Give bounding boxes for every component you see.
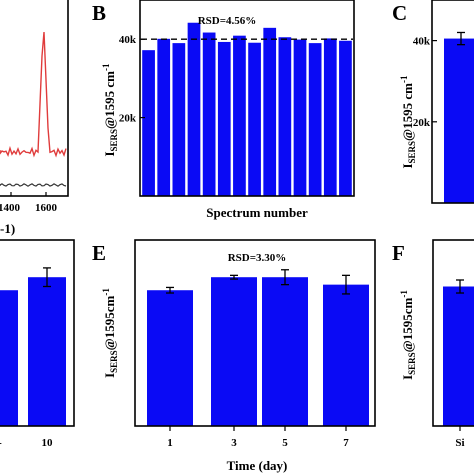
panel-c-partial: C ISERS@1595 cm-1 20k 40k [392, 0, 474, 204]
panel-e-xtick-label-3: 3 [231, 437, 237, 449]
panel-c-ytick-label-40k: 40k [413, 36, 431, 48]
panel-f-frame [432, 239, 474, 427]
panel-e: E ISERS@1595cm-1 RSD=3.30% 1 3 5 7 Time (da… [92, 239, 376, 473]
panel-a-xlabel-fragment: -1) [0, 221, 15, 236]
panel-b-bar-11 [293, 39, 307, 197]
panel-f-letter: F [392, 241, 405, 265]
panel-f-ylabel-main: I [400, 375, 415, 380]
panel-e-ylabel-main: I [102, 373, 117, 378]
panel-f-xticks: Si [455, 426, 465, 449]
panel-b-ytick-label-40k: 40k [119, 34, 137, 46]
panel-d-bar-2 [28, 277, 66, 426]
panel-b-bar-5 [202, 32, 216, 197]
panel-b-bar-10 [278, 37, 292, 196]
panel-b-letter: B [92, 1, 106, 25]
panel-c-ylabel-sub: SERS [407, 141, 417, 164]
panel-e-xticks: 1 3 5 7 [167, 426, 349, 449]
panel-b-bar-3 [172, 43, 186, 197]
panel-b-bar-7 [233, 35, 246, 197]
panel-e-bar-day-3 [211, 277, 257, 426]
panel-d-xtick-label-10: 10 [42, 437, 54, 449]
panel-b-xlabel: Spectrum number [206, 205, 308, 220]
panel-c-ytick-label-20k: 20k [413, 117, 431, 129]
panel-f-ylabel-sup: -1 [399, 290, 409, 298]
panel-e-xtick-label-7: 7 [343, 437, 349, 449]
panel-c-ylabel-rest: @1595 cm [400, 83, 415, 141]
panel-b-bar-13 [323, 38, 337, 196]
panel-a-xtick-label-1600: 1600 [35, 202, 58, 214]
panel-f-bars [443, 279, 474, 426]
panel-b-frame [139, 0, 355, 197]
panel-f-bar-si [443, 286, 474, 426]
panel-b-ylabel-sub: SERS [109, 129, 119, 152]
panel-b-ylabel-rest: @1595 cm [102, 71, 117, 129]
panel-b-ylabel-sup: -1 [101, 63, 111, 71]
panel-e-bars [147, 269, 369, 426]
panel-c-ylabel-main: I [400, 163, 415, 168]
panel-f-partial: F ISERS@1595cm-1 Si [392, 239, 474, 449]
panel-e-ylabel-sup: -1 [101, 288, 111, 296]
panel-b-ylabel: ISERS@1595 cm-1 [101, 63, 119, 157]
panel-a-xtick-label-1400: 1400 [0, 202, 21, 214]
panel-e-letter: E [92, 241, 106, 265]
panel-e-ylabel-sub: SERS [109, 350, 119, 373]
panel-e-bar-day-7 [323, 284, 369, 426]
panel-f-ylabel: ISERS@1595cm-1 [399, 290, 417, 380]
panel-e-bar-day-5 [262, 277, 308, 426]
panel-d-partial: - 10 [0, 239, 75, 449]
panel-a-frame [0, 0, 69, 197]
panel-c-ylabel-sup: -1 [399, 75, 409, 83]
panel-d-bar-1 [0, 290, 18, 426]
panel-e-xtick-label-5: 5 [282, 437, 288, 449]
panel-b-bar-8 [248, 42, 261, 197]
panel-b-bar-12 [308, 43, 322, 197]
panel-d-bars [0, 267, 66, 426]
panel-b-yticks: 20k 40k [119, 34, 145, 125]
panel-c-frame [431, 0, 474, 204]
panel-b-ytick-label-20k: 20k [119, 113, 137, 125]
panel-d-frame [0, 239, 75, 427]
panel-d-xtick-label-partial: - [0, 437, 2, 449]
panel-c-yticks: 20k 40k [413, 36, 437, 129]
panel-b-bar-6 [217, 41, 231, 196]
panel-b-bar-14 [339, 40, 352, 196]
panel-b: B ISERS@1595 cm-1 20k 40k RSD=4.56% Spect… [92, 0, 355, 220]
panel-f-ylabel-rest: @1595cm [400, 297, 415, 352]
panel-c-letter: C [392, 1, 407, 25]
panel-f-ylabel-sub: SERS [407, 352, 417, 375]
panel-c-bars [444, 31, 474, 203]
panel-e-ylabel-rest: @1595cm [102, 295, 117, 350]
panel-b-annotation: RSD=4.56% [198, 15, 257, 27]
panel-e-xlabel: Time (day) [227, 458, 288, 473]
panel-b-bar-2 [157, 38, 171, 196]
panel-e-bar-day-1 [147, 290, 193, 426]
panel-e-xtick-label-1: 1 [167, 437, 173, 449]
panel-a-lower-spectrum [0, 183, 67, 187]
panel-b-ylabel-main: I [102, 151, 117, 156]
panel-e-annotation: RSD=3.30% [228, 252, 287, 264]
panel-e-frame [134, 239, 376, 427]
panel-c-ylabel: ISERS@1595 cm-1 [399, 75, 417, 169]
panel-f-xtick-label-si: Si [455, 437, 464, 449]
panel-c-bar-1 [444, 38, 474, 203]
panel-e-ylabel: ISERS@1595cm-1 [101, 288, 119, 378]
panel-b-bar-4 [187, 22, 201, 197]
panel-a-partial: 1400 1600 -1) [0, 0, 69, 236]
panel-b-bar-1 [142, 50, 155, 197]
panel-a-upper-spectrum [0, 31, 67, 158]
panel-b-bars [142, 22, 352, 197]
panel-b-bar-9 [263, 27, 277, 196]
